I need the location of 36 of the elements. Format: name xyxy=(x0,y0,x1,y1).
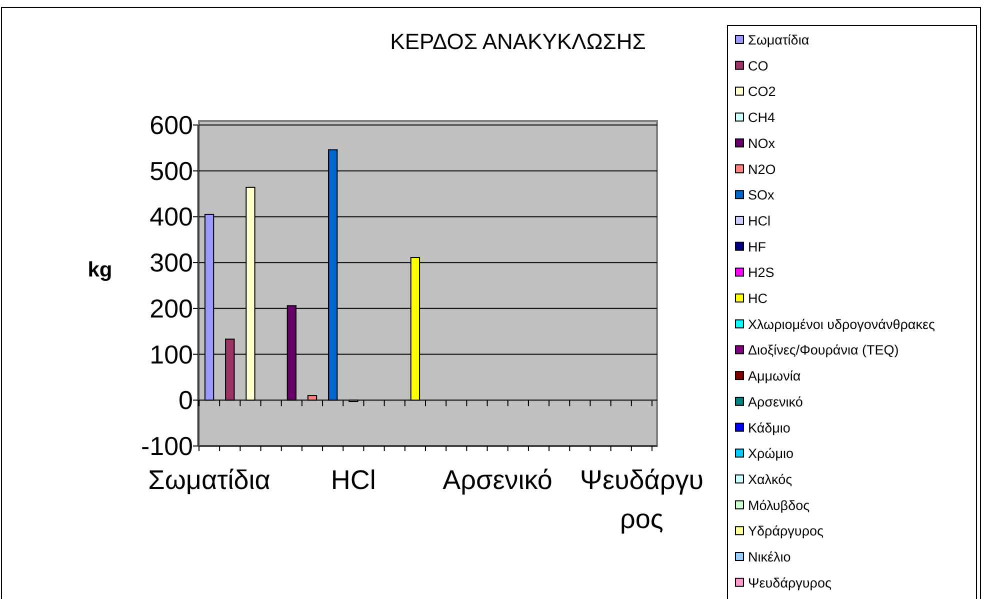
legend-label: HF xyxy=(748,239,766,254)
y-tick-label: 500 xyxy=(150,156,193,186)
legend-label: Διοξίνες/Φουράνια (TEQ) xyxy=(748,342,899,358)
legend-label: Χρώμιο xyxy=(748,446,794,462)
x-tick-label: Σωματίδια xyxy=(148,465,270,495)
y-tick-label: 0 xyxy=(178,385,193,416)
legend-label: CO xyxy=(748,58,768,74)
legend-label: Μόλυβδος xyxy=(748,498,810,513)
legend-label: CH4 xyxy=(748,110,776,126)
legend-label: NOx xyxy=(748,136,776,151)
y-axis-title: kg xyxy=(88,258,112,282)
legend-label: Ψευδάργυρος xyxy=(748,575,832,590)
legend-label: H2S xyxy=(748,265,774,280)
legend-label: Αμμωνία xyxy=(748,368,801,384)
legend-label: HCl xyxy=(748,213,770,228)
legend-label: Υδράργυρος xyxy=(748,524,824,539)
legend-label: Χαλκός xyxy=(748,472,793,487)
legend-label: Κάδμιο xyxy=(748,420,790,436)
legend-label: CO2 xyxy=(748,84,776,100)
legend-label: Σωματίδια xyxy=(748,32,810,48)
y-tick-label: 600 xyxy=(150,110,193,140)
x-tick-label: HCl xyxy=(330,465,376,495)
y-tick-label: 100 xyxy=(150,339,193,370)
legend-label: N2O xyxy=(748,162,776,177)
legend-label: Χλωριομένοι υδρογονάνθρακες xyxy=(748,316,936,332)
x-tick-label: Αρσενικό xyxy=(442,465,552,495)
legend-label: SOx xyxy=(748,188,775,203)
y-tick-label: -100 xyxy=(140,431,193,461)
y-tick-label: 300 xyxy=(150,248,193,278)
chart-title: ΚΕΡΔΟΣ ΑΝΑΚΥΚΛΩΣΗΣ xyxy=(390,29,646,54)
legend-label: Νικέλιο xyxy=(748,550,791,564)
y-tick-label: 200 xyxy=(150,293,193,324)
legend-label: Αρσενικό xyxy=(748,394,803,410)
legend-label: HC xyxy=(748,291,768,306)
x-tick-label: Ψευδάργυρος xyxy=(580,465,704,534)
y-tick-label: 400 xyxy=(150,202,193,232)
